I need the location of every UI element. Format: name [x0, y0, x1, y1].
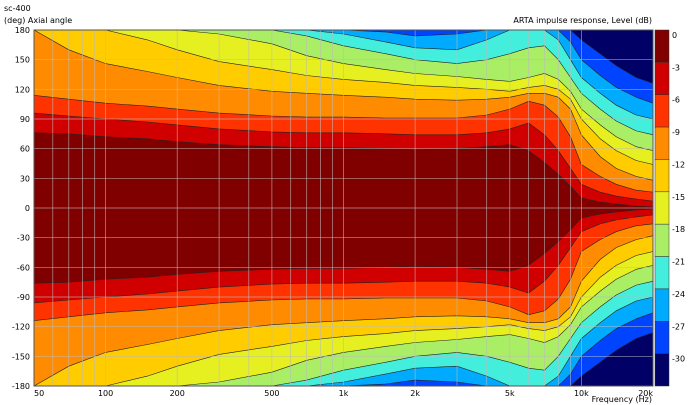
colorbar-level-label: -15: [672, 193, 685, 202]
x-tick-label: 5k: [505, 389, 515, 398]
colorbar-swatch: [654, 29, 670, 63]
y-tick-label: -120: [12, 323, 30, 332]
y-tick-label: 90: [20, 115, 30, 124]
x-tick-label: 200: [170, 389, 185, 398]
y-tick-label: 180: [15, 26, 30, 35]
y-tick-label: 0: [25, 204, 30, 213]
colorbar-level-label: -27: [672, 322, 685, 331]
plot-area: [33, 29, 654, 387]
colorbar-swatch: [654, 94, 670, 128]
colorbar-swatch: [654, 62, 670, 95]
y-tick-label: 150: [15, 56, 30, 65]
colorbar-swatch: [654, 159, 670, 193]
colorbar-swatch: [654, 126, 670, 160]
colorbar-level-label: -12: [672, 160, 685, 169]
y-tick-label: -60: [17, 263, 30, 272]
colorbar-level-label: -30: [672, 355, 685, 364]
y-tick-labels: 180 150 120 90 60 30 0 -30 -60 -90 -120 -150 -180: [12, 26, 30, 391]
grid-lines: [34, 29, 653, 387]
colorbar-swatch: [654, 353, 670, 387]
colorbar-level-label: -18: [672, 225, 685, 234]
colorbar-level-label: -21: [672, 258, 685, 267]
x-tick-label: 500: [264, 389, 279, 398]
y-tick-label: 60: [20, 145, 30, 154]
y-tick-label: -150: [12, 352, 30, 361]
y-tick-label: 120: [15, 85, 30, 94]
colorbar-level-label: -24: [672, 290, 685, 299]
colorbar-swatch: [654, 256, 670, 290]
colorbar-level-label: -9: [672, 128, 680, 137]
x-tick-label: 1k: [339, 389, 349, 398]
plot-frame: [33, 29, 654, 387]
y-tick-label: 30: [20, 174, 30, 183]
colorbar-swatch: [654, 321, 670, 354]
colorbar-level-label: -3: [672, 63, 680, 72]
colorbar-level-label: -6: [672, 96, 680, 105]
y-tick-label: -30: [17, 234, 30, 243]
x-tick-label: 10k: [574, 389, 589, 398]
x-tick-label: 2k: [410, 389, 420, 398]
chart-title: sc-400: [4, 4, 31, 13]
x-tick-labels: 50 100 200 500 1k 2k 5k 10k 20k: [34, 389, 653, 398]
colorbar-level-label: 0: [672, 31, 677, 40]
y-tick-label: -180: [12, 382, 30, 391]
y-axis-label: (deg) Axial angle: [4, 16, 72, 25]
x-axis-label: Frequency (Hz): [592, 395, 652, 404]
colorbar-swatch: [654, 191, 670, 225]
x-tick-label: 20k: [638, 389, 653, 398]
x-tick-label: 100: [98, 389, 113, 398]
colorbar-swatch: [654, 288, 670, 322]
colorbar: 0 -3 -6 -9 -12 -15 -18 -21 -24 -27 -30: [654, 29, 685, 387]
colorbar-label: ARTA impulse response, Level (dB): [513, 16, 652, 25]
colorbar-swatch: [654, 223, 670, 257]
x-tick-label: 50: [34, 389, 44, 398]
y-tick-label: -90: [17, 293, 30, 302]
